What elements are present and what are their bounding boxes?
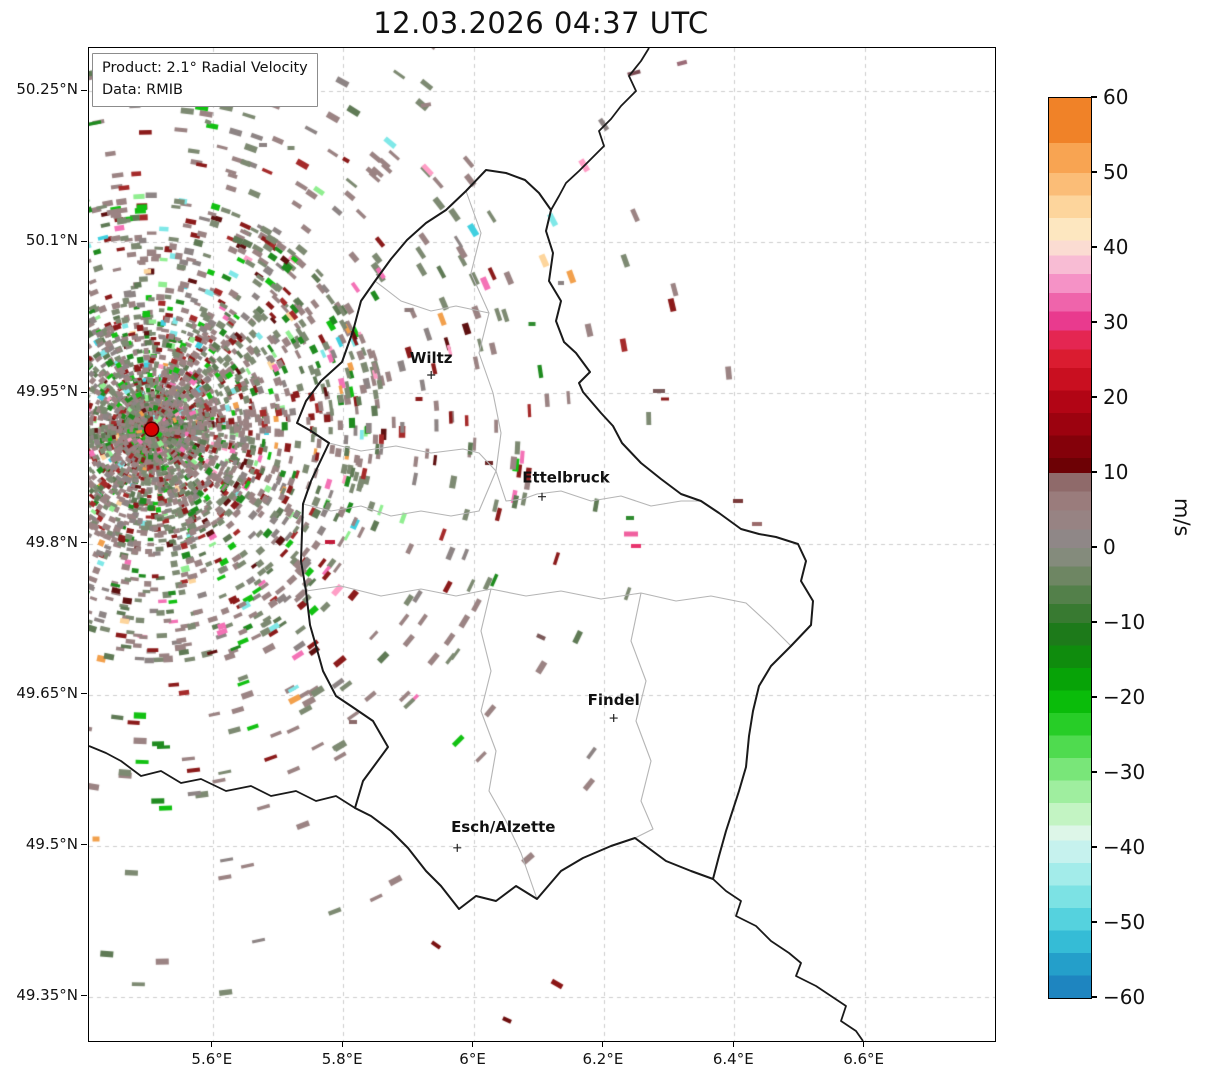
city-marker-findel: Findel [588,691,640,723]
colorbar-tick-label: 20 [1103,385,1129,409]
colorbar-tick-label: −20 [1103,685,1146,709]
district-border [480,588,538,900]
colorbar-tick-mark [1091,171,1097,173]
district-border [536,490,701,507]
colorbar-tick-mark [1091,621,1097,623]
colorbar-tick-mark [1091,471,1097,473]
colorbar-tick-mark [1091,696,1097,698]
city-plus-icon [427,370,436,379]
x-tick-mark [211,1041,213,1047]
plot-area: Wiltz Ettelbruck Findel Esch/Alzette [88,47,996,1042]
district-border [328,442,497,472]
colorbar-tick-mark [1091,246,1097,248]
radar-echo-canvas [89,48,995,1041]
city-marker-wiltz: Wiltz [410,349,453,379]
colorbar-tick-label: 40 [1103,235,1129,259]
colorbar-tick-label: −30 [1103,760,1146,784]
x-tick-mark [472,1041,474,1047]
y-tick-label: 49.35°N [16,985,78,1004]
x-tick-mark [732,1041,734,1047]
x-tick-label: 5.6°E [191,1050,233,1068]
district-border [305,585,792,647]
y-tick-mark [81,844,87,846]
y-tick-label: 50.1°N [25,231,78,250]
y-tick-label: 50.25°N [16,80,78,99]
colorbar-tick-mark [1091,546,1097,548]
colorbar-tick-mark [1091,396,1097,398]
x-tick-label: 6.6°E [843,1050,885,1068]
y-tick-mark [81,693,87,695]
city-label: Findel [588,691,640,709]
colorbar-tick-label: 0 [1103,535,1116,559]
city-label: Wiltz [410,349,453,367]
colorbar-tick-mark [1091,321,1097,323]
city-label: Esch/Alzette [451,818,555,836]
data-source-line: Data: RMIB [102,81,183,98]
colorbar-tick-label: −10 [1103,610,1146,634]
district-border [374,280,490,314]
x-tick-label: 6.2°E [582,1050,624,1068]
district-border [630,592,654,839]
x-tick-mark [602,1041,604,1047]
neighbor-country-border [550,48,650,211]
y-tick-label: 49.65°N [16,683,78,702]
y-tick-label: 49.8°N [25,532,78,551]
y-tick-label: 49.95°N [16,382,78,401]
x-tick-label: 6°E [459,1050,486,1068]
chart-title: 12.03.2026 04:37 UTC [373,6,709,40]
colorbar-tick-label: 10 [1103,460,1129,484]
x-tick-mark [341,1041,343,1047]
colorbar-tick-label: −60 [1103,985,1146,1009]
neighbor-country-border [89,745,356,809]
colorbar-tick-mark [1091,921,1097,923]
colorbar [1048,97,1092,999]
y-tick-mark [81,240,87,242]
district-border [302,470,497,517]
city-plus-icon [453,843,462,852]
colorbar-tick-label: 30 [1103,310,1129,334]
x-tick-mark [863,1041,865,1047]
colorbar-tick-mark [1091,846,1097,848]
district-border [465,190,538,502]
x-tick-label: 5.8°E [321,1050,363,1068]
colorbar-tick-label: 60 [1103,85,1129,109]
luxembourg-country-border [296,169,814,910]
city-marker-ettelbruck: Ettelbruck [522,469,611,501]
city-marker-esch-alzette: Esch/Alzette [451,818,555,852]
colorbar-tick-label: −50 [1103,910,1146,934]
colorbar-tick-mark [1091,771,1097,773]
city-label: Ettelbruck [522,469,611,487]
x-tick-label: 6.4°E [712,1050,754,1068]
colorbar-axis-label: m/s [1170,498,1194,537]
y-tick-mark [81,995,87,997]
y-tick-mark [81,391,87,393]
map-svg: Wiltz Ettelbruck Findel Esch/Alzette [89,48,864,1041]
y-tick-mark [81,542,87,544]
product-info-box: Product: 2.1° Radial Velocity Data: RMIB [92,53,318,107]
colorbar-tick-mark [1091,96,1097,98]
colorbar-tick-mark [1091,996,1097,998]
city-plus-icon [609,714,618,723]
colorbar-tick-label: 50 [1103,160,1129,184]
neighbor-country-border [712,878,864,1041]
product-line: Product: 2.1° Radial Velocity [102,60,308,76]
colorbar-tick-label: −40 [1103,835,1146,859]
y-tick-mark [81,89,87,91]
radar-site-marker [143,421,160,438]
y-tick-label: 49.5°N [25,834,78,853]
city-plus-icon [538,492,546,501]
